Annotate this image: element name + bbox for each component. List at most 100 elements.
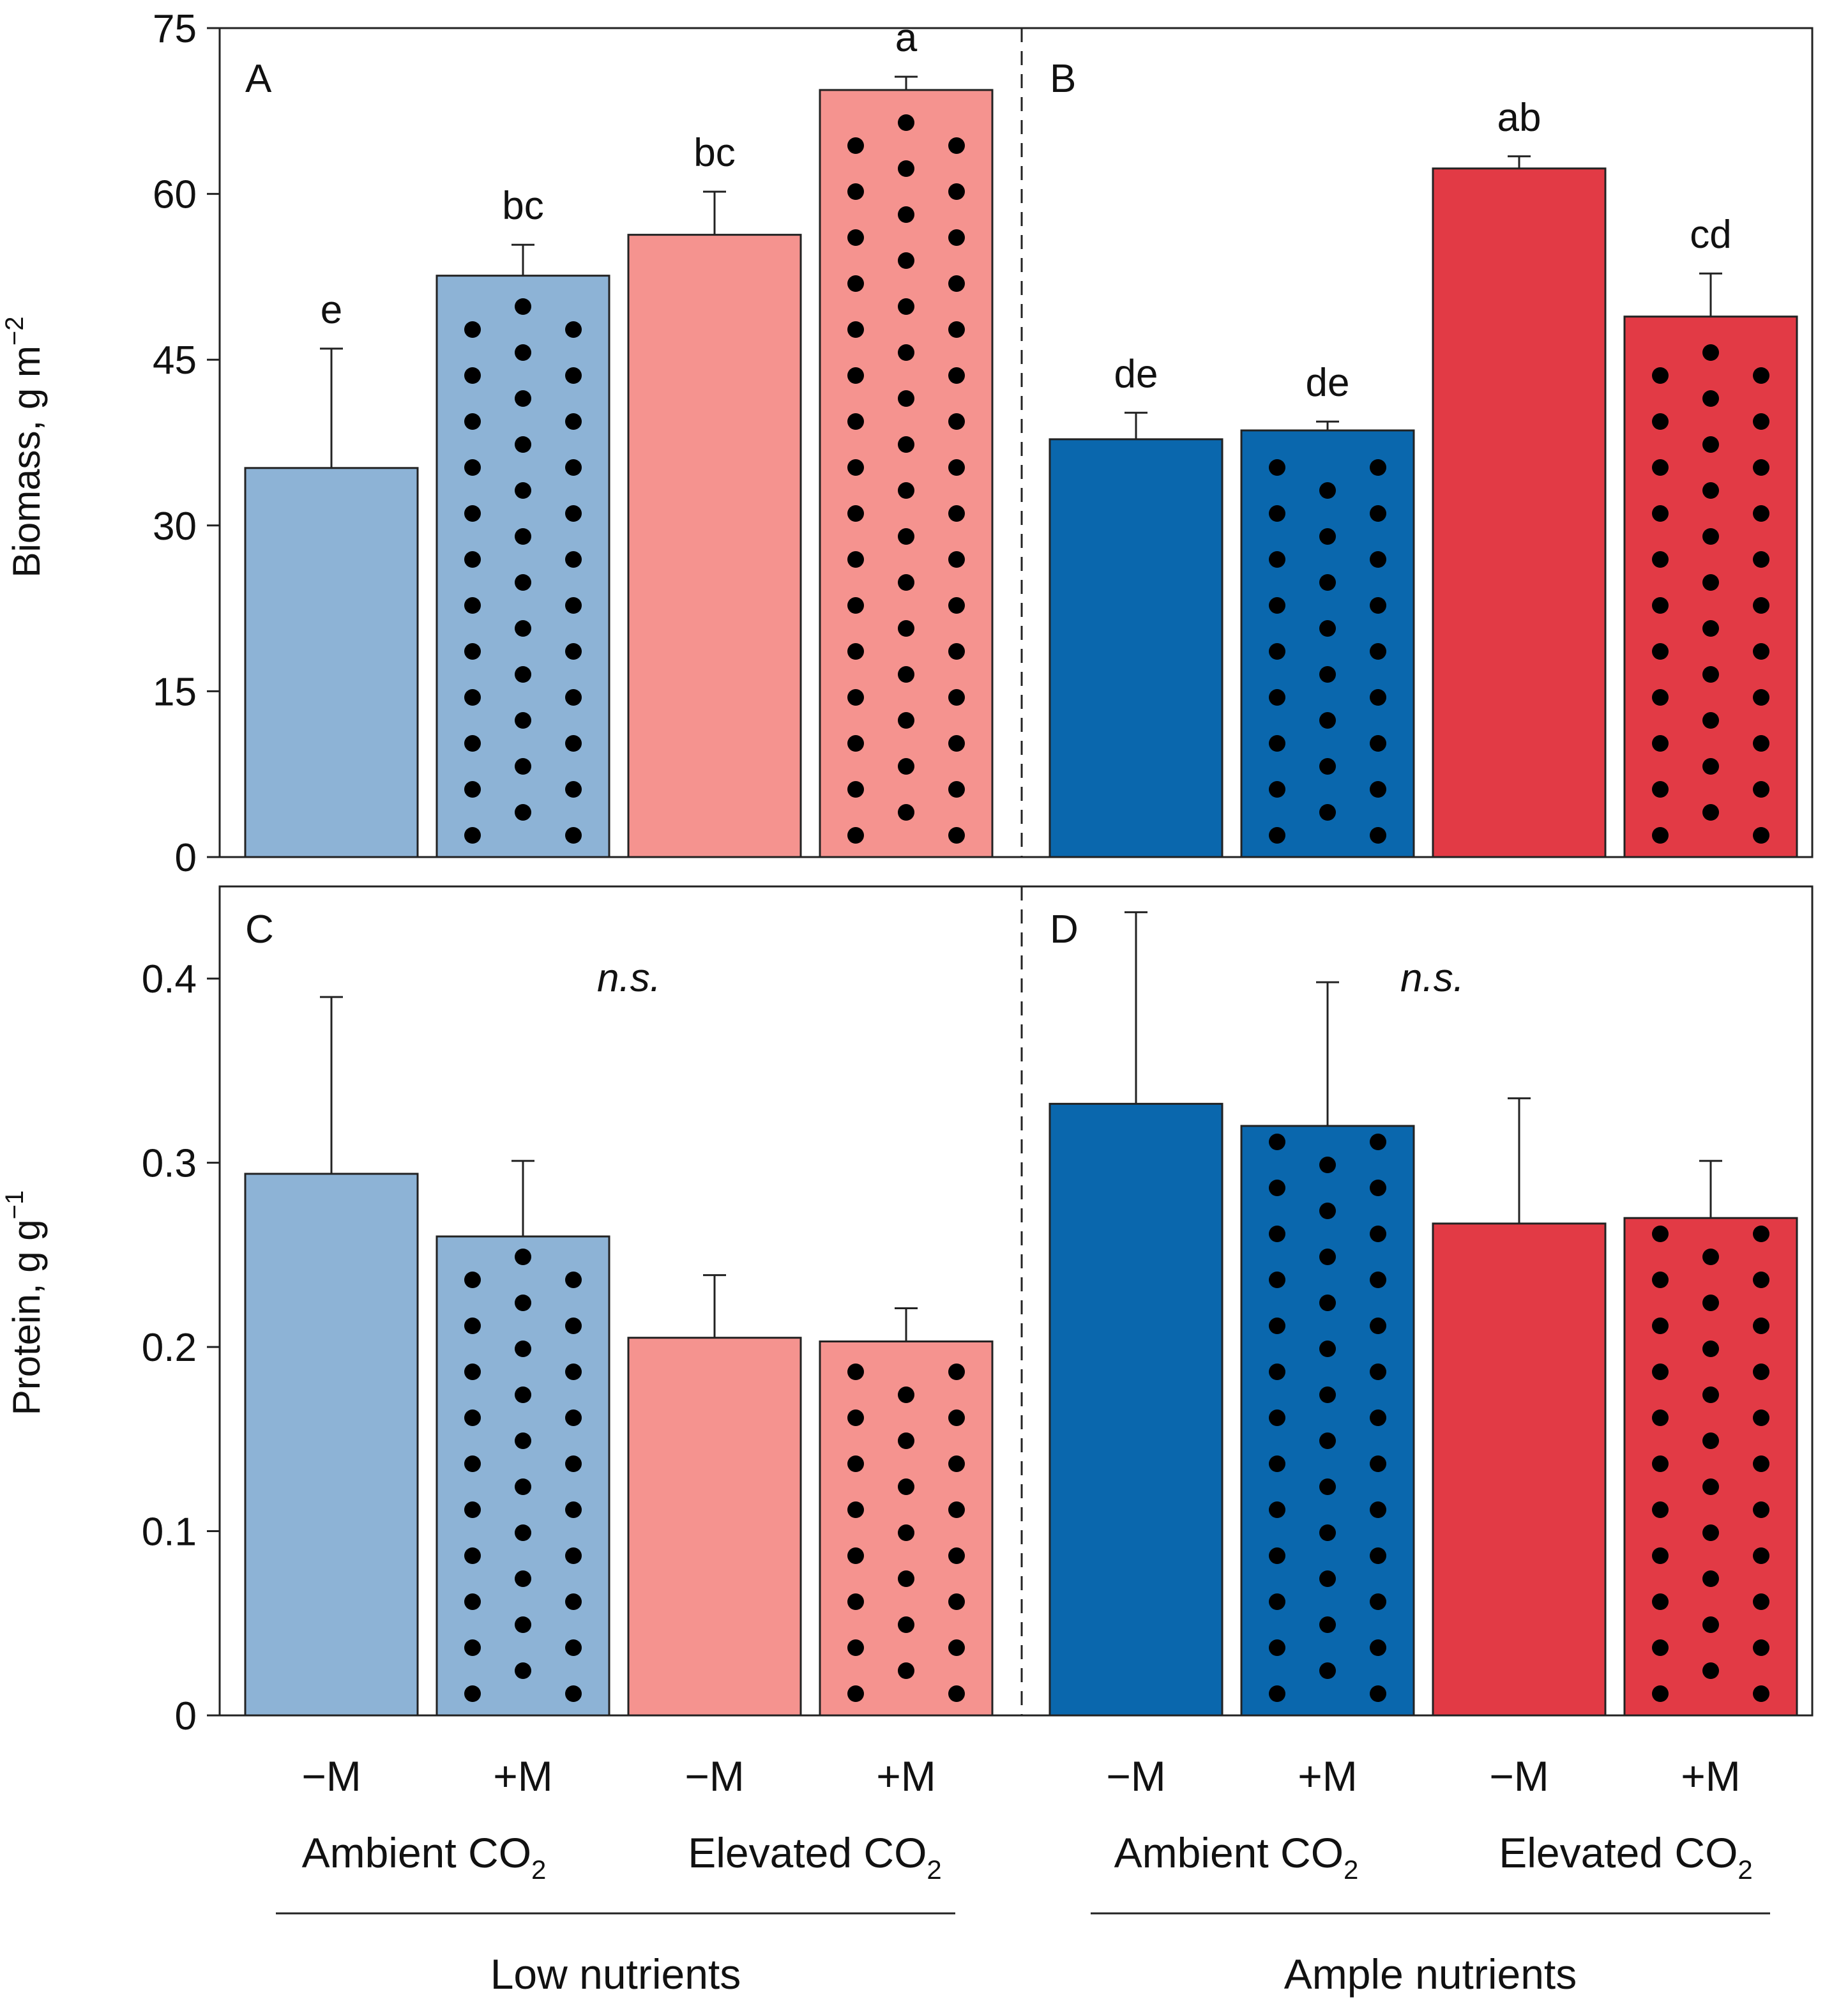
bar [435, 1235, 610, 1717]
bar-dot [1652, 689, 1669, 706]
x-category-label: +M [493, 1752, 553, 1800]
bar-dot [847, 1547, 864, 1564]
bar-dot [1319, 804, 1336, 821]
y-tick-label: 0.1 [142, 1510, 197, 1554]
significance-letter: de [1306, 361, 1350, 405]
bar-dot [1652, 459, 1669, 476]
bar-dot [515, 1432, 531, 1449]
panel-letter-d: D [1050, 908, 1079, 952]
panel-frame-bottom [218, 885, 1814, 1717]
bar-dot [1370, 1272, 1386, 1288]
bar-dot [565, 459, 582, 476]
bar-dot [898, 1524, 914, 1541]
significance-letter: e [321, 288, 342, 332]
y-tick-label: 15 [153, 670, 197, 714]
bar-dot [464, 735, 481, 752]
bar-dot [1269, 597, 1285, 614]
bar-dot [515, 528, 531, 545]
bar-dot [898, 1432, 914, 1449]
bar-dot [847, 1364, 864, 1380]
bar-dot [1753, 1409, 1769, 1426]
bar-dot [464, 689, 481, 706]
bar-dot [847, 1501, 864, 1518]
x-category-label: +M [1298, 1752, 1358, 1800]
bar-dot [1702, 1295, 1719, 1311]
panel-frame-top [218, 27, 1814, 858]
significance-letter: bc [502, 184, 543, 228]
bar-dot [1753, 597, 1769, 614]
bar-dot [1652, 1318, 1669, 1334]
bar-dot [1269, 643, 1285, 660]
bar-dot [565, 1455, 582, 1472]
bar-dot [1652, 1593, 1669, 1610]
bar-dot [898, 1386, 914, 1403]
bar-dot [1702, 1478, 1719, 1495]
bar-dot [1370, 781, 1386, 798]
bar-dot [898, 620, 914, 637]
bar-dot [847, 735, 864, 752]
bar-dot [898, 528, 914, 545]
y-axis-top: 0 15 30 45 60 75 [153, 7, 220, 880]
bar-dot [1319, 528, 1336, 545]
bar-dot [1269, 1455, 1285, 1472]
bar-dot [1702, 1249, 1719, 1265]
bar-dot [1652, 1501, 1669, 1518]
bar-dot [1753, 1226, 1769, 1242]
bar-dot [1370, 689, 1386, 706]
bar-dot [948, 1547, 965, 1564]
bar-dot [948, 643, 965, 660]
bar-dot [1269, 689, 1285, 706]
bar-dot [464, 1685, 481, 1702]
bar-dot [948, 827, 965, 844]
bar-dot [464, 781, 481, 798]
bar-dot [1319, 620, 1336, 637]
bar-dot [1319, 1386, 1336, 1403]
bar-dot [1269, 505, 1285, 522]
bar-dot [515, 1341, 531, 1357]
significance-letter: de [1114, 352, 1158, 396]
y-axis-title-protein: Protein, g g−1 [1, 1190, 48, 1415]
bars-layer: e bc bc a de de ab cd [244, 16, 1798, 1717]
x-category-label: +M [876, 1752, 936, 1800]
bar-dot [948, 413, 965, 430]
bar-dot [1319, 712, 1336, 729]
bar-dot [1702, 666, 1719, 683]
bar-dot [847, 321, 864, 338]
bar [1432, 167, 1607, 858]
bar-dot [1370, 735, 1386, 752]
bar-dot [1753, 689, 1769, 706]
bar-dot [898, 804, 914, 821]
bar-dot [565, 643, 582, 660]
bar-dot [847, 275, 864, 292]
bar-dot [1753, 1501, 1769, 1518]
bar-dot [464, 1409, 481, 1426]
bar-dot [1702, 758, 1719, 775]
bar-dot [1269, 1547, 1285, 1564]
bar-dot [464, 827, 481, 844]
bar-dot [464, 1272, 481, 1288]
bar-dot [948, 183, 965, 200]
bar-dot [1702, 1570, 1719, 1587]
significance-letter: a [895, 16, 918, 60]
bar-dot [898, 252, 914, 269]
bar-dot [898, 574, 914, 591]
panel-a-bars: e bc bc a [244, 16, 994, 858]
bar-dot [565, 321, 582, 338]
bar-dot [898, 1570, 914, 1587]
bar-dot [565, 551, 582, 568]
bar-dot [1370, 1501, 1386, 1518]
bar-dot [464, 321, 481, 338]
bar [627, 234, 802, 858]
bar-dot [1702, 1662, 1719, 1679]
bar [1049, 1102, 1223, 1717]
bar-dot [1652, 413, 1669, 430]
bar [1049, 438, 1223, 858]
bar-dot [464, 367, 481, 384]
bar-dot [565, 505, 582, 522]
bar-dot [1702, 1524, 1719, 1541]
bar-dot [1269, 735, 1285, 752]
bar-dot [1702, 528, 1719, 545]
x-category-label: −M [301, 1752, 361, 1800]
bar [244, 1173, 419, 1717]
